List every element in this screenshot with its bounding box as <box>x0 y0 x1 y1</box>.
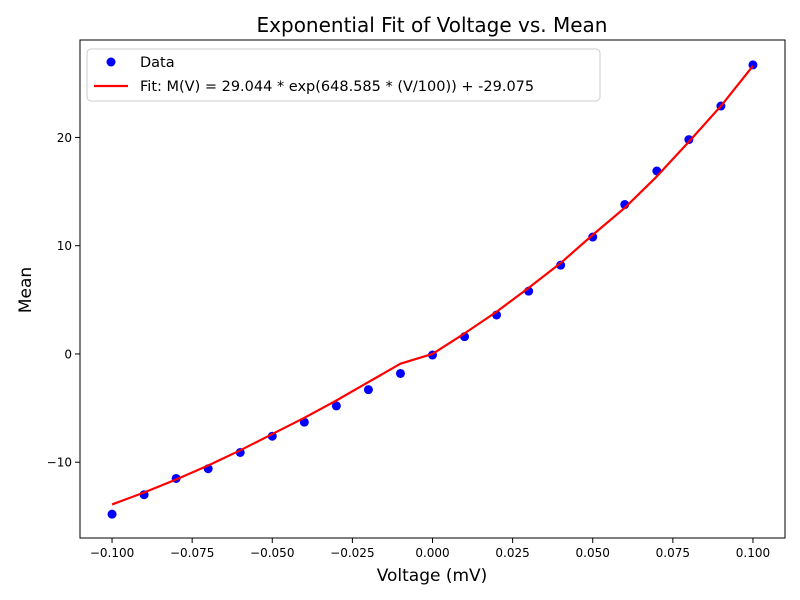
x-tick-label: 0.075 <box>656 546 690 560</box>
data-point <box>395 368 405 378</box>
x-tick-label: −0.025 <box>330 546 374 560</box>
x-tick-label: 0.025 <box>495 546 529 560</box>
x-tick-label: 0.100 <box>736 546 770 560</box>
x-tick-label: −0.100 <box>90 546 134 560</box>
data-point <box>588 232 598 242</box>
y-tick-label: 10 <box>57 239 72 253</box>
data-point <box>748 60 758 70</box>
legend-label-data: Data <box>140 55 175 71</box>
data-point <box>556 260 566 270</box>
legend-marker-data <box>106 57 116 67</box>
y-tick-label: 0 <box>64 347 72 361</box>
chart-title: Exponential Fit of Voltage vs. Mean <box>257 13 608 37</box>
x-tick-label: 0.050 <box>576 546 610 560</box>
y-axis-title: Mean <box>16 267 36 313</box>
plot-area: −0.100 −0.075 −0.050 −0.025 0.000 0.025 0.050 0… <box>47 39 786 560</box>
data-point <box>107 509 117 519</box>
y-tick-label: 20 <box>57 131 72 145</box>
axes-frame <box>79 39 786 539</box>
x-tick-label: −0.075 <box>170 546 214 560</box>
data-point <box>331 401 341 411</box>
y-tick-label: −10 <box>47 456 72 470</box>
legend-label-fit: Fit: M(V) = 29.044 * exp(648.585 * (V/10… <box>140 79 534 95</box>
x-tick-label: −0.050 <box>250 546 294 560</box>
data-point <box>684 135 694 145</box>
data-point <box>363 385 373 395</box>
legend-box <box>86 48 601 102</box>
fit-line <box>111 65 754 506</box>
x-axis-title: Voltage (mV) <box>377 566 488 586</box>
x-tick-label: 0.000 <box>415 546 449 560</box>
legend: Data Fit: M(V) = 29.044 * exp(648.585 * (… <box>86 48 601 102</box>
